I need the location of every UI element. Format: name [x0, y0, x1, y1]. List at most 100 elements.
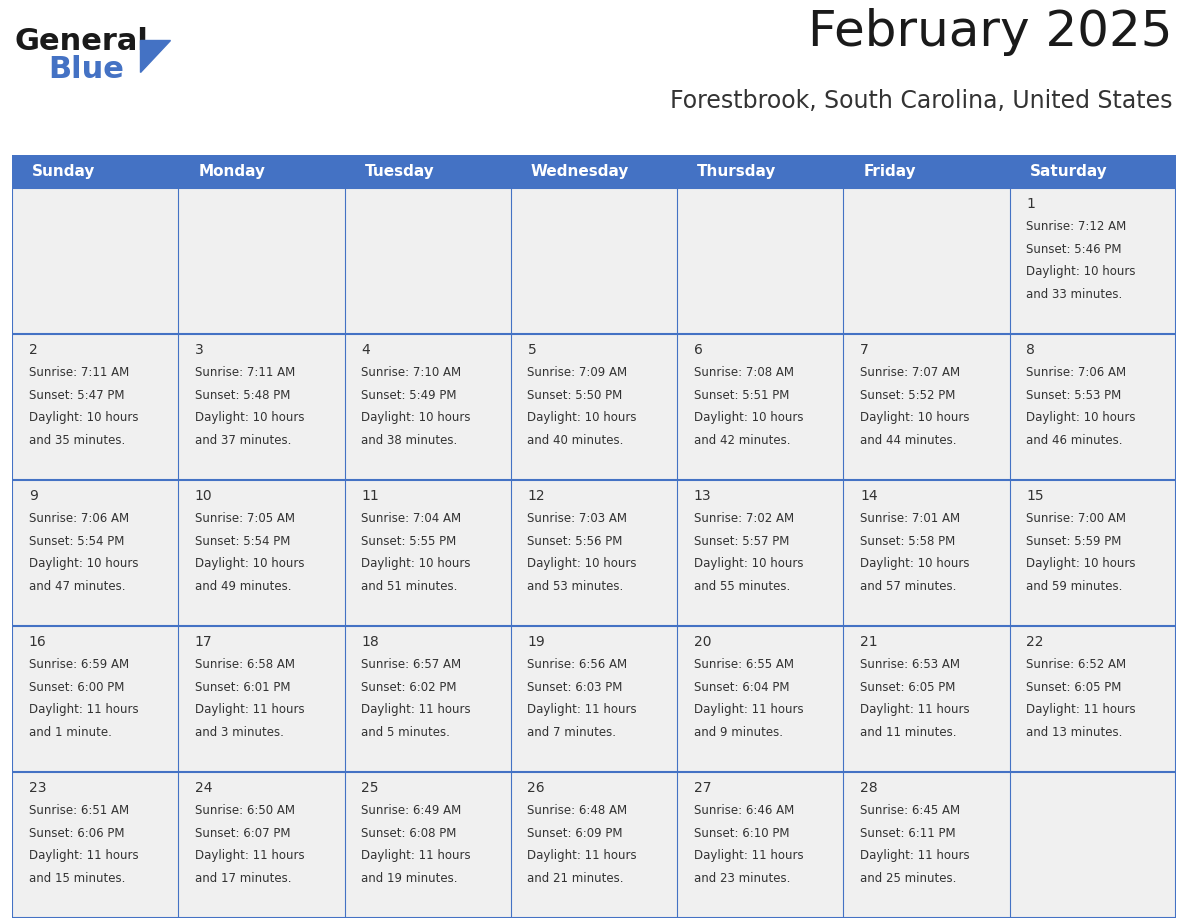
Text: 27: 27	[694, 781, 712, 796]
Bar	[12, 772, 1176, 918]
Text: Daylight: 10 hours: Daylight: 10 hours	[195, 557, 304, 570]
Text: Sunset: 6:05 PM: Sunset: 6:05 PM	[860, 681, 955, 694]
Text: and 49 minutes.: and 49 minutes.	[195, 580, 291, 593]
Text: and 9 minutes.: and 9 minutes.	[694, 726, 783, 739]
Text: Sunrise: 7:09 AM: Sunrise: 7:09 AM	[527, 366, 627, 379]
Text: Daylight: 10 hours: Daylight: 10 hours	[527, 557, 637, 570]
Text: Friday: Friday	[864, 164, 916, 179]
Text: Sunrise: 6:56 AM: Sunrise: 6:56 AM	[527, 658, 627, 671]
Text: and 53 minutes.: and 53 minutes.	[527, 580, 624, 593]
Text: and 19 minutes.: and 19 minutes.	[361, 872, 457, 885]
Text: 25: 25	[361, 781, 379, 796]
Text: Sunset: 5:59 PM: Sunset: 5:59 PM	[1026, 535, 1121, 548]
Bar	[12, 188, 1176, 334]
Text: Daylight: 10 hours: Daylight: 10 hours	[361, 411, 470, 424]
Text: Daylight: 11 hours: Daylight: 11 hours	[527, 703, 637, 716]
Text: 15: 15	[1026, 489, 1044, 503]
Text: Daylight: 10 hours: Daylight: 10 hours	[1026, 411, 1136, 424]
Text: and 47 minutes.: and 47 minutes.	[29, 580, 125, 593]
Text: 11: 11	[361, 489, 379, 503]
Text: Sunrise: 7:03 AM: Sunrise: 7:03 AM	[527, 512, 627, 525]
Text: 24: 24	[195, 781, 213, 796]
Text: Sunset: 5:50 PM: Sunset: 5:50 PM	[527, 388, 623, 402]
Text: Sunset: 6:10 PM: Sunset: 6:10 PM	[694, 827, 789, 840]
Text: Thursday: Thursday	[697, 164, 777, 179]
Text: Sunset: 6:01 PM: Sunset: 6:01 PM	[195, 681, 290, 694]
Text: and 35 minutes.: and 35 minutes.	[29, 434, 125, 447]
Text: 9: 9	[29, 489, 38, 503]
Text: Daylight: 10 hours: Daylight: 10 hours	[195, 411, 304, 424]
Text: and 44 minutes.: and 44 minutes.	[860, 434, 956, 447]
Text: Sunset: 5:48 PM: Sunset: 5:48 PM	[195, 388, 290, 402]
Text: Daylight: 10 hours: Daylight: 10 hours	[29, 411, 138, 424]
Text: Sunrise: 7:11 AM: Sunrise: 7:11 AM	[29, 366, 128, 379]
Text: Sunrise: 7:08 AM: Sunrise: 7:08 AM	[694, 366, 794, 379]
Text: 28: 28	[860, 781, 878, 796]
Text: Daylight: 11 hours: Daylight: 11 hours	[694, 703, 803, 716]
Text: and 42 minutes.: and 42 minutes.	[694, 434, 790, 447]
Text: Sunset: 6:11 PM: Sunset: 6:11 PM	[860, 827, 955, 840]
Text: General: General	[15, 27, 148, 56]
Text: 2: 2	[29, 343, 37, 357]
Text: Daylight: 10 hours: Daylight: 10 hours	[860, 557, 969, 570]
Text: Sunrise: 7:07 AM: Sunrise: 7:07 AM	[860, 366, 960, 379]
Text: Daylight: 11 hours: Daylight: 11 hours	[860, 703, 969, 716]
Text: Sunrise: 7:06 AM: Sunrise: 7:06 AM	[1026, 366, 1126, 379]
Text: Sunset: 5:47 PM: Sunset: 5:47 PM	[29, 388, 124, 402]
Text: 19: 19	[527, 635, 545, 650]
Text: and 3 minutes.: and 3 minutes.	[195, 726, 284, 739]
Text: Sunset: 5:55 PM: Sunset: 5:55 PM	[361, 535, 456, 548]
Text: and 5 minutes.: and 5 minutes.	[361, 726, 450, 739]
Text: and 55 minutes.: and 55 minutes.	[694, 580, 790, 593]
Text: 23: 23	[29, 781, 46, 796]
Text: and 59 minutes.: and 59 minutes.	[1026, 580, 1123, 593]
Text: and 11 minutes.: and 11 minutes.	[860, 726, 956, 739]
Text: and 57 minutes.: and 57 minutes.	[860, 580, 956, 593]
Text: Forestbrook, South Carolina, United States: Forestbrook, South Carolina, United Stat…	[670, 89, 1173, 113]
Text: and 38 minutes.: and 38 minutes.	[361, 434, 457, 447]
Text: Saturday: Saturday	[1030, 164, 1107, 179]
Text: Sunrise: 6:50 AM: Sunrise: 6:50 AM	[195, 804, 295, 817]
Text: Sunset: 6:06 PM: Sunset: 6:06 PM	[29, 827, 124, 840]
Text: Tuesday: Tuesday	[365, 164, 435, 179]
Text: Sunset: 5:54 PM: Sunset: 5:54 PM	[29, 535, 124, 548]
Text: Daylight: 10 hours: Daylight: 10 hours	[1026, 265, 1136, 278]
Text: Sunrise: 7:11 AM: Sunrise: 7:11 AM	[195, 366, 295, 379]
Text: Daylight: 11 hours: Daylight: 11 hours	[361, 849, 470, 862]
Text: 7: 7	[860, 343, 868, 357]
Text: and 33 minutes.: and 33 minutes.	[1026, 288, 1123, 301]
Text: and 13 minutes.: and 13 minutes.	[1026, 726, 1123, 739]
Text: Daylight: 11 hours: Daylight: 11 hours	[860, 849, 969, 862]
Text: Sunset: 5:46 PM: Sunset: 5:46 PM	[1026, 242, 1121, 256]
Bar	[12, 480, 1176, 626]
Text: Sunset: 5:57 PM: Sunset: 5:57 PM	[694, 535, 789, 548]
Text: Sunrise: 7:10 AM: Sunrise: 7:10 AM	[361, 366, 461, 379]
Text: Daylight: 11 hours: Daylight: 11 hours	[527, 849, 637, 862]
Text: Daylight: 11 hours: Daylight: 11 hours	[694, 849, 803, 862]
Text: Sunrise: 6:53 AM: Sunrise: 6:53 AM	[860, 658, 960, 671]
Text: and 7 minutes.: and 7 minutes.	[527, 726, 617, 739]
Text: and 23 minutes.: and 23 minutes.	[694, 872, 790, 885]
Text: Sunset: 5:49 PM: Sunset: 5:49 PM	[361, 388, 456, 402]
Text: and 25 minutes.: and 25 minutes.	[860, 872, 956, 885]
Text: Sunrise: 6:59 AM: Sunrise: 6:59 AM	[29, 658, 128, 671]
Text: 6: 6	[694, 343, 702, 357]
Text: Sunset: 5:52 PM: Sunset: 5:52 PM	[860, 388, 955, 402]
Text: Daylight: 10 hours: Daylight: 10 hours	[1026, 557, 1136, 570]
Text: Sunset: 6:05 PM: Sunset: 6:05 PM	[1026, 681, 1121, 694]
Text: Wednesday: Wednesday	[531, 164, 630, 179]
Text: 17: 17	[195, 635, 213, 650]
Text: Sunset: 6:03 PM: Sunset: 6:03 PM	[527, 681, 623, 694]
Text: Sunrise: 6:45 AM: Sunrise: 6:45 AM	[860, 804, 960, 817]
Text: 16: 16	[29, 635, 46, 650]
Text: Sunrise: 6:48 AM: Sunrise: 6:48 AM	[527, 804, 627, 817]
Text: Sunrise: 6:52 AM: Sunrise: 6:52 AM	[1026, 658, 1126, 671]
Text: Daylight: 11 hours: Daylight: 11 hours	[29, 849, 138, 862]
Text: Sunrise: 6:46 AM: Sunrise: 6:46 AM	[694, 804, 794, 817]
Text: Sunset: 6:08 PM: Sunset: 6:08 PM	[361, 827, 456, 840]
Text: 1: 1	[1026, 197, 1035, 211]
Text: Sunday: Sunday	[32, 164, 95, 179]
Text: and 1 minute.: and 1 minute.	[29, 726, 112, 739]
Text: Sunrise: 7:00 AM: Sunrise: 7:00 AM	[1026, 512, 1126, 525]
Text: Sunrise: 7:06 AM: Sunrise: 7:06 AM	[29, 512, 128, 525]
